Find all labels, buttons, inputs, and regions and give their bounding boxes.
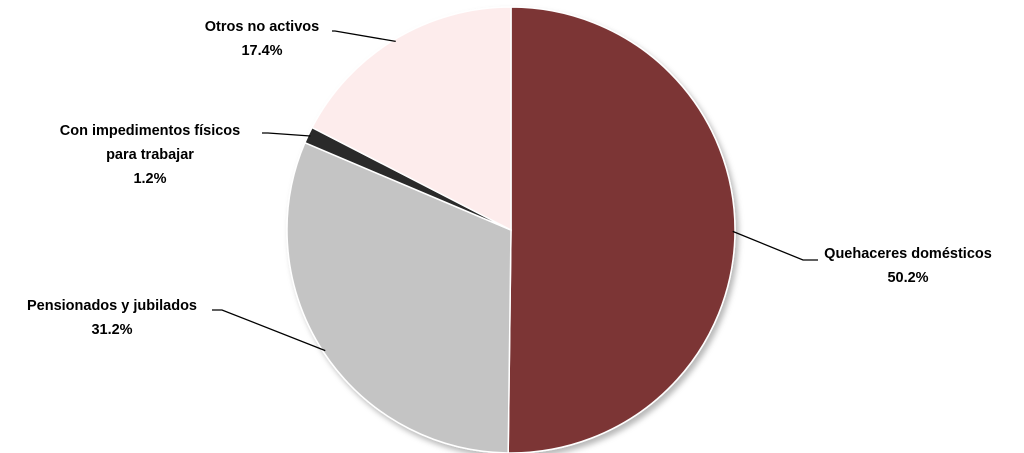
leader-line-con-impedimentos-fisicos-para-trabajar bbox=[262, 132, 311, 137]
slice-value-otros-no-activos: 17.4% bbox=[241, 43, 282, 59]
slice-value-impedimentos: 1.2% bbox=[133, 171, 166, 187]
slice-label-quehaceres-domesticos: Quehaceres domésticos bbox=[824, 246, 992, 262]
slice-label-pensionados-jubilados: Pensionados y jubilados bbox=[27, 298, 197, 314]
pie-slice-quehaceres-domesticos bbox=[507, 6, 736, 453]
slice-label-otros-no-activos: Otros no activos bbox=[205, 19, 319, 35]
leader-line-quehaceres-domesticos bbox=[732, 230, 818, 261]
leader-line-otros-no-activos bbox=[332, 30, 396, 43]
pie-slice-pensionados-y-jubilados bbox=[286, 141, 512, 453]
leader-line-pensionados-y-jubilados bbox=[212, 309, 326, 352]
pie-slice-otros-no-activos bbox=[311, 6, 512, 232]
pie-slices bbox=[286, 6, 736, 453]
slice-value-quehaceres-domesticos: 50.2% bbox=[887, 270, 928, 286]
slice-label-impedimentos-line2: para trabajar bbox=[106, 147, 194, 163]
slice-value-pensionados-jubilados: 31.2% bbox=[91, 322, 132, 338]
slice-label-impedimentos-line1: Con impedimentos físicos bbox=[60, 123, 240, 139]
leader-lines bbox=[212, 30, 818, 352]
